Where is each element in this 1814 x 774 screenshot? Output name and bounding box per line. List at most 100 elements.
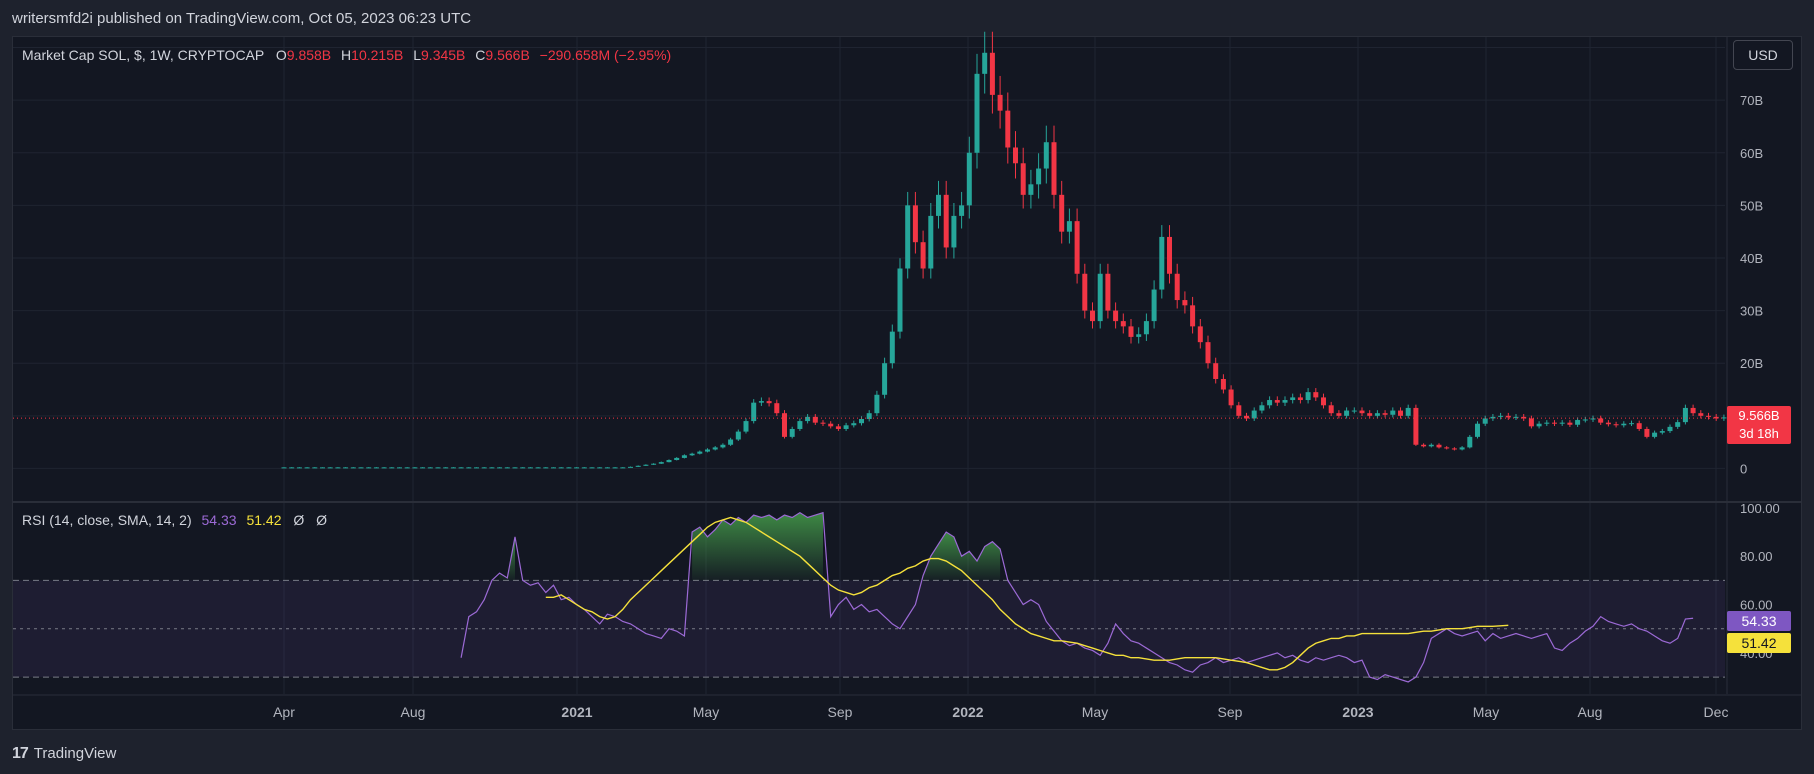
candle-body-55 [705,449,710,452]
footer-brand-text: TradingView [33,745,117,762]
hide-eye-icon-2[interactable]: Ø [316,512,328,528]
candle-body-33 [535,467,541,469]
candle-body-118 [1190,305,1196,327]
candle-body-87 [951,215,957,248]
candle-body-129 [1274,400,1280,403]
candle-body-121 [1213,363,1219,379]
price-axis-tick-5: 50B [1740,198,1763,213]
candle-body-93 [997,94,1003,111]
candle-body-115 [1167,236,1172,274]
legend-symbol[interactable]: Market Cap SOL, $, 1W, CRYPTOCAP [22,47,264,63]
candle-body-136 [1328,405,1334,414]
time-axis-tick-7: Sep [1218,704,1243,720]
time-axis-tick-3: May [693,704,719,720]
candle-body-172 [1605,422,1611,425]
hide-eye-icon[interactable]: Ø [293,512,305,528]
candle-body-94 [1005,110,1011,148]
candle-body-90 [974,73,980,153]
candle-body-92 [989,52,995,95]
price-axis-tick-0: 0 [1740,461,1747,476]
candle-body-183 [1690,407,1696,414]
candle-body-27 [489,467,495,469]
published-header: writersmfd2i published on TradingView.co… [12,10,472,27]
candle-body-164 [1544,422,1550,424]
candle-body-88 [959,205,965,216]
candle-body-84 [928,215,934,269]
candle-body-2 [296,467,302,469]
candle-body-39 [581,467,587,469]
candle-body-15 [397,467,402,469]
candle-body-80 [897,268,903,332]
rsi-overbought-fill-0 [499,536,515,581]
candle-body-137 [1336,413,1342,416]
candle-body-23 [458,467,464,469]
candle-body-162 [1528,418,1534,427]
rsi-legend-label[interactable]: RSI (14, close, SMA, 14, 2) [22,512,192,528]
candle-body-71 [828,423,834,427]
candle-body-147 [1413,407,1419,445]
candle-body-109 [1120,321,1126,327]
candle-body-13 [381,467,387,469]
candle-body-186 [1713,416,1719,419]
candle-body-8 [343,467,349,469]
candle-body-128 [1267,400,1273,406]
candle-body-165 [1552,422,1557,424]
candle-body-170 [1590,418,1596,420]
candle-body-18 [420,467,426,469]
candle-body-144 [1390,410,1396,415]
legend-change: −290.658M (−2.95%) [539,47,672,63]
candle-body-161 [1521,416,1527,419]
candle-body-111 [1136,334,1142,337]
candle-body-76 [866,413,872,419]
candle-body-166 [1559,422,1565,424]
candle-body-182 [1682,407,1688,423]
candle-body-41 [597,467,603,469]
rsi-axis-tick-3: 100.00 [1740,501,1780,516]
candle-body-105 [1090,310,1095,322]
candle-body-77 [874,394,880,414]
candle-body-45 [628,466,633,468]
candle-body-60 [743,421,749,432]
candle-body-61 [751,402,757,422]
candle-body-167 [1567,422,1573,425]
candle-body-145 [1398,410,1403,416]
legend-open-label: O [275,47,287,63]
candle-body-29 [504,467,510,469]
candle-body-173 [1613,424,1619,426]
main-legend: Market Cap SOL, $, 1W, CRYPTOCAP O9.858B… [22,45,671,65]
rsi-overbought-fill-1 [692,512,823,581]
candle-body-174 [1621,423,1627,426]
candle-body-160 [1513,416,1519,418]
currency-button[interactable]: USD [1733,40,1793,70]
candle-body-100 [1051,142,1057,195]
candle-body-181 [1675,422,1681,427]
candle-body-21 [443,467,449,469]
candle-body-123 [1228,389,1234,406]
legend-low: 9.345B [421,47,466,63]
candle-body-46 [635,465,641,467]
candle-body-79 [889,331,895,364]
candle-body-178 [1652,432,1658,437]
candle-body-175 [1629,423,1634,425]
candle-body-25 [474,467,479,469]
candle-body-106 [1097,273,1103,322]
candle-body-62 [758,401,764,403]
candle-body-127 [1259,405,1265,411]
chart-frame[interactable] [12,36,1802,730]
candle-body-96 [1020,163,1026,195]
candle-body-155 [1475,423,1480,437]
candle-body-126 [1251,410,1257,419]
candle-body-151 [1444,447,1450,449]
candle-body-133 [1305,392,1311,401]
candle-body-10 [358,467,364,469]
candle-body-26 [481,467,487,469]
candle-body-130 [1282,400,1288,403]
candle-body-139 [1351,410,1357,412]
candle-body-154 [1467,436,1473,448]
candle-body-24 [466,467,472,469]
footer-branding: 17 TradingView [12,740,116,768]
candle-body-171 [1598,418,1604,423]
candle-body-65 [782,413,787,437]
candle-body-30 [512,467,518,469]
